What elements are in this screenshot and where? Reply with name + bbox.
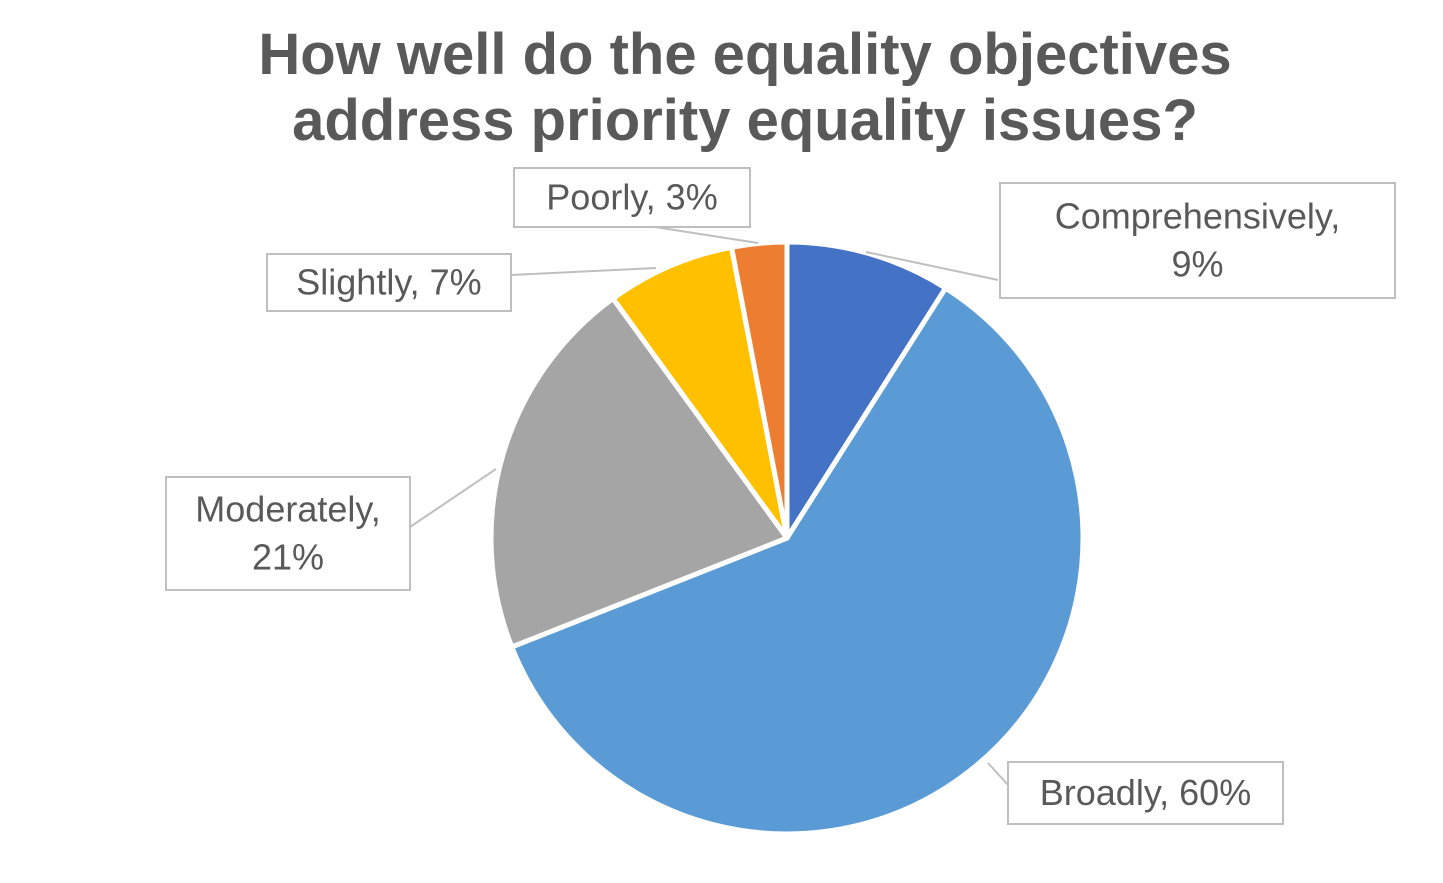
data-label-poorly: Poorly, 3% <box>513 167 751 228</box>
leader-line-broadly <box>987 762 1009 786</box>
chart-title-line-2: address priority equality issues? <box>292 88 1198 153</box>
data-label-text: Poorly, 3% <box>546 177 717 218</box>
leader-line-moderately <box>409 468 497 528</box>
data-label-box <box>266 253 512 312</box>
leader-lines <box>409 226 1009 786</box>
data-label-box <box>165 476 411 591</box>
data-label-text: Comprehensively, <box>1055 196 1340 237</box>
pie-slice-poorly <box>729 239 790 541</box>
data-label-broadly: Broadly, 60% <box>1007 761 1284 825</box>
data-label-comprehensively: Comprehensively, 9% <box>999 182 1396 299</box>
chart-title-line-1: How well do the equality objectives <box>258 22 1232 87</box>
data-label-moderately: Moderately, 21% <box>165 476 411 591</box>
data-label-box <box>513 167 751 228</box>
data-label-box <box>1007 761 1284 825</box>
pie-slice-broadly <box>509 285 1086 837</box>
data-label-box <box>999 182 1396 299</box>
chart-title: How well do the equality objectives addr… <box>0 22 1443 154</box>
data-label-text: 21% <box>252 537 324 578</box>
data-label-text: Slightly, 7% <box>296 262 481 303</box>
data-labels: Comprehensively, 9% Broadly, 60% Moderately… <box>165 167 1396 825</box>
data-label-slightly: Slightly, 7% <box>266 253 512 312</box>
leader-line-comprehensively <box>865 251 999 281</box>
leader-line-slightly <box>510 267 657 276</box>
leader-line-poorly <box>654 226 759 244</box>
pie-slice-moderately <box>488 296 790 650</box>
data-label-text: Moderately, <box>195 489 380 530</box>
pie-slices <box>488 239 1086 837</box>
data-label-text: 9% <box>1171 244 1223 285</box>
data-label-text: Broadly, 60% <box>1040 772 1251 813</box>
